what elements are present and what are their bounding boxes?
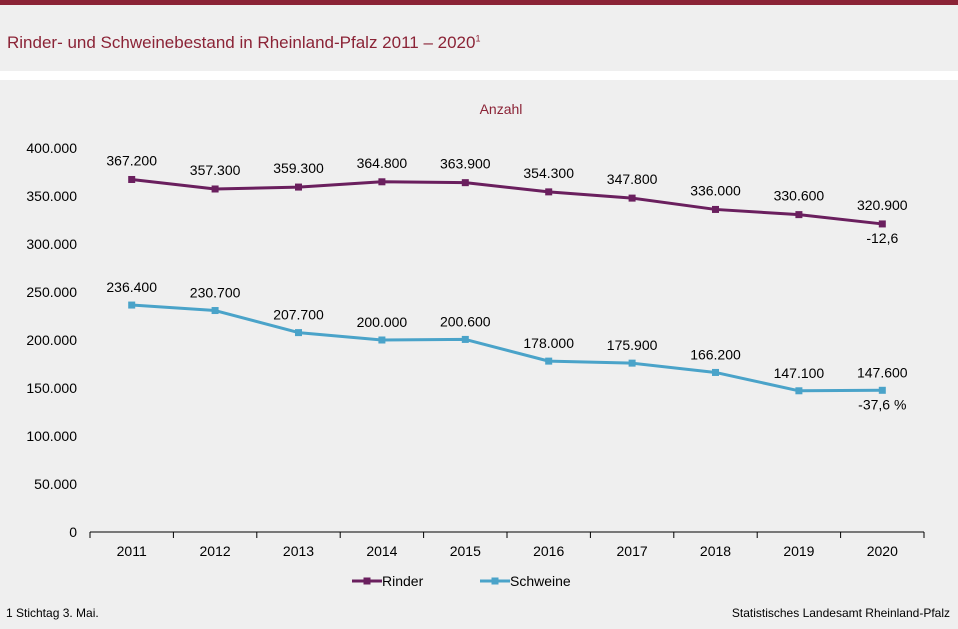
x-tick-label: 2012 (200, 543, 231, 559)
footnote: 1 Stichtag 3. Mai. (6, 606, 99, 620)
data-label: 178.000 (523, 335, 574, 351)
data-point-marker (378, 178, 386, 186)
data-point-marker (795, 387, 803, 395)
data-label: 200.000 (357, 314, 408, 330)
x-tick-label: 2017 (617, 543, 648, 559)
top-accent-bar (0, 0, 958, 5)
x-tick-label: 2011 (117, 543, 147, 559)
data-point-marker (795, 211, 803, 219)
data-label: 236.400 (106, 279, 157, 295)
x-tick-label: 2020 (867, 543, 898, 559)
data-point-marker (545, 357, 553, 365)
data-label: 359.300 (273, 160, 324, 176)
title-footnote-mark: 1 (475, 33, 481, 44)
data-label: 364.800 (357, 155, 408, 171)
data-point-marker (878, 386, 886, 394)
data-label: 357.300 (190, 162, 241, 178)
source-note: Statistisches Landesamt Rheinland-Pfalz (731, 606, 950, 620)
data-label: 207.700 (273, 307, 324, 323)
y-tick-label: 50.000 (34, 476, 77, 492)
x-tick-label: 2014 (366, 543, 397, 559)
y-tick-label: 0 (69, 524, 77, 540)
data-label: 147.600 (857, 364, 908, 380)
data-point-marker (628, 194, 636, 202)
data-label: 230.700 (190, 285, 241, 301)
x-tick-label: 2019 (783, 543, 814, 559)
y-tick-label: 100.000 (26, 428, 77, 444)
data-point-marker (628, 359, 636, 367)
data-label: 175.900 (607, 337, 658, 353)
legend-marker (363, 577, 371, 585)
series-line-rinder (131, 177, 883, 226)
data-point-marker (378, 336, 386, 344)
x-tick-label: 2018 (700, 543, 731, 559)
data-point-marker (295, 329, 302, 337)
data-label: 320.900 (857, 197, 908, 213)
x-tick-label: 2016 (533, 543, 564, 559)
title-panel: Rinder- und Schweinebestand in Rheinland… (0, 5, 958, 71)
data-point-marker (211, 307, 219, 315)
data-point-marker (878, 220, 886, 228)
data-label: 354.300 (523, 165, 574, 181)
data-label: 347.800 (607, 171, 658, 187)
data-point-marker (712, 368, 719, 376)
data-label: 363.900 (440, 156, 491, 172)
data-point-marker (295, 183, 302, 191)
change-annotation: -12,6 (866, 230, 898, 246)
y-tick-label: 200.000 (26, 332, 77, 348)
change-annotation: -37,6 % (858, 396, 906, 412)
data-label: 147.100 (774, 365, 825, 381)
y-tick-label: 350.000 (26, 188, 77, 204)
legend-label: Schweine (510, 573, 571, 589)
data-point-marker (128, 301, 136, 309)
y-tick-label: 400.000 (26, 140, 77, 156)
chart-title: Rinder- und Schweinebestand in Rheinland… (7, 33, 481, 52)
data-label: 330.600 (774, 188, 825, 204)
data-point-marker (545, 188, 553, 196)
data-point-marker (461, 335, 469, 343)
data-label: 367.200 (106, 152, 157, 168)
data-point-marker (211, 185, 219, 193)
chart-panel (0, 80, 958, 629)
legend-label: Rinder (382, 573, 424, 589)
x-tick-label: 2013 (283, 543, 314, 559)
data-label: 336.000 (690, 182, 741, 198)
data-point-marker (712, 205, 719, 213)
y-tick-label: 250.000 (26, 284, 77, 300)
y-tick-label: 300.000 (26, 236, 77, 252)
data-label: 166.200 (690, 346, 741, 362)
data-label: 200.600 (440, 313, 491, 329)
data-point-marker (128, 175, 136, 183)
legend-marker (491, 577, 499, 585)
chart-subtitle: Anzahl (480, 101, 523, 117)
series-line-schweine (131, 303, 883, 393)
data-point-marker (461, 179, 469, 187)
y-tick-label: 150.000 (26, 380, 77, 396)
x-tick-label: 2015 (450, 543, 481, 559)
